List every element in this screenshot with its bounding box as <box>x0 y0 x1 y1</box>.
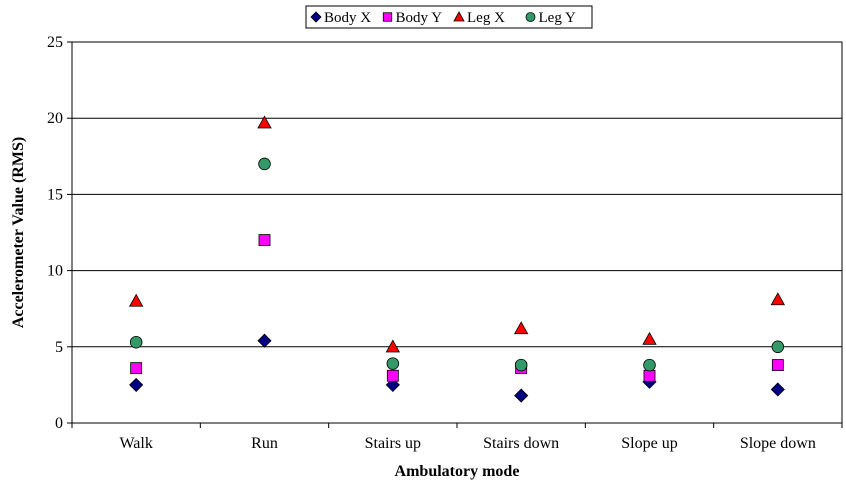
x-tick-label: Run <box>251 435 278 452</box>
leg-x-point <box>770 292 786 306</box>
body-y-point <box>258 234 271 247</box>
y-tick-label: 10 <box>47 263 63 280</box>
plot-area <box>71 41 843 424</box>
leg-y-point <box>386 357 400 370</box>
y-tick-label: 15 <box>47 186 63 203</box>
x-tick-label: Slope up <box>621 435 677 452</box>
body-x-point <box>770 382 785 397</box>
legend-label-leg-y: Leg Y <box>539 10 577 26</box>
leg-y-point <box>129 335 143 349</box>
legend: Body X Body Y Leg X Leg Y <box>305 5 593 29</box>
y-axis-title: Accelerometer Value (RMS) <box>10 137 27 328</box>
leg-x-point <box>642 331 657 345</box>
leg-y-point <box>514 358 528 372</box>
legend-label-body-y: Body Y <box>396 10 443 26</box>
y-tick-label: 0 <box>55 415 63 432</box>
legend-box <box>305 5 593 29</box>
body-y-point <box>386 369 399 382</box>
legend-marker-body-y <box>382 12 393 22</box>
data-markers <box>128 115 786 403</box>
legend-marker-leg-x <box>453 11 465 22</box>
x-tick-label: Slope down <box>740 435 816 452</box>
body-x-point <box>129 377 144 392</box>
legend-label-leg-x: Leg X <box>467 10 505 26</box>
body-y-point <box>130 362 143 375</box>
body-y-point <box>771 359 784 372</box>
leg-x-point <box>257 115 272 129</box>
body-y-point <box>643 369 656 382</box>
leg-y-point <box>258 157 271 171</box>
plot-frame <box>71 41 843 424</box>
y-tick-label: 25 <box>47 34 63 51</box>
leg-x-point <box>128 293 144 307</box>
legend-label-body-x: Body X <box>324 10 371 26</box>
x-tick-label: Stairs down <box>483 435 559 452</box>
leg-y-point <box>643 358 656 372</box>
gridlines <box>72 117 842 348</box>
body-x-point <box>514 388 529 403</box>
leg-x-point <box>385 339 401 353</box>
y-axis: 0 5 10 15 20 25 <box>47 34 72 432</box>
x-tick-label: Walk <box>119 435 152 452</box>
x-tick-label: Stairs up <box>365 435 421 452</box>
leg-y-point <box>771 340 785 354</box>
leg-x-point <box>513 321 529 335</box>
x-axis: Walk Run Stairs up Stairs down Slope up Slope… <box>71 423 843 452</box>
legend-marker-body-x <box>310 11 322 23</box>
x-axis-title: Ambulatory mode <box>395 463 520 480</box>
legend-marker-leg-y <box>525 12 536 22</box>
y-tick-label: 5 <box>55 339 63 356</box>
y-tick-label: 20 <box>47 110 63 127</box>
body-x-point <box>257 333 272 348</box>
